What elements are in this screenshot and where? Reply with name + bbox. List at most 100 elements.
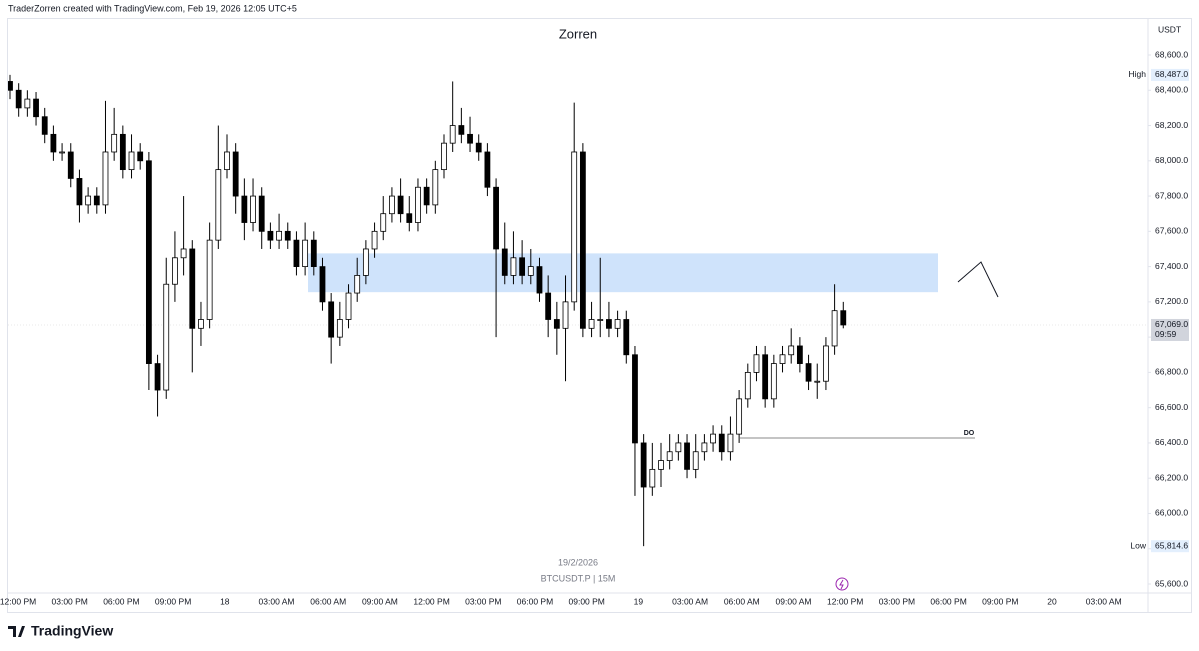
candle-body — [527, 266, 534, 276]
candle-body — [345, 292, 352, 320]
y-tick-label: 66,200.0 — [1155, 472, 1188, 482]
candle-body — [606, 319, 612, 329]
y-tick-label: 68,600.0 — [1155, 49, 1188, 59]
candle-body — [770, 363, 777, 400]
candle-body — [658, 460, 664, 470]
candle-body — [380, 213, 387, 232]
x-tick-label: 19 — [634, 596, 644, 606]
y-tick-label: 67,600.0 — [1155, 226, 1188, 236]
plot-area — [8, 74, 1148, 547]
candle-body — [389, 195, 395, 215]
candle-body — [718, 433, 725, 453]
x-tick-label: 03:00 PM — [465, 596, 501, 606]
candle-body — [597, 319, 604, 321]
candle-body — [710, 433, 716, 444]
date-label: 19/2/2026 — [558, 557, 598, 567]
path-drawing — [957, 261, 999, 298]
high-marker-value: 68,487.0 — [1155, 69, 1188, 79]
candle-body — [172, 257, 178, 285]
candle-body — [336, 319, 343, 338]
x-tick-label: 03:00 PM — [879, 596, 915, 606]
candle-body — [510, 257, 517, 276]
candle-body — [831, 310, 838, 347]
x-tick-label: 03:00 AM — [672, 596, 708, 606]
candle-body — [701, 442, 708, 453]
x-tick-label: 06:00 AM — [724, 596, 760, 606]
x-tick-label: 09:00 PM — [569, 596, 605, 606]
candle-body — [519, 257, 526, 276]
candle-body — [423, 186, 430, 206]
candle-body — [198, 319, 204, 329]
frame — [7, 18, 1192, 613]
candle-body — [276, 230, 282, 241]
chart-title: Zorren — [559, 26, 597, 41]
x-tick-label: 12:00 PM — [413, 596, 449, 606]
candle-body — [467, 133, 473, 144]
candle-body — [8, 81, 13, 91]
candle-body — [744, 371, 751, 400]
x-tick-label: 03:00 PM — [52, 596, 88, 606]
candle-body — [354, 275, 361, 294]
candle-body — [267, 230, 274, 241]
x-tick-label: 06:00 PM — [930, 596, 966, 606]
y-tick-label: 68,400.0 — [1155, 85, 1188, 95]
candle-body — [293, 239, 300, 267]
low-marker-value: 65,814.6 — [1155, 540, 1188, 550]
candle-body — [362, 248, 369, 276]
candle-body — [553, 319, 560, 329]
x-tick-label: 12:00 PM — [0, 596, 36, 606]
candle-body — [779, 354, 786, 364]
candle-body — [805, 363, 812, 382]
last-price-bg — [1151, 318, 1189, 341]
candle-body — [788, 345, 795, 356]
candle-body — [571, 151, 578, 303]
candle-body — [458, 125, 465, 135]
candle-body — [111, 133, 118, 153]
candle-body — [50, 133, 57, 153]
last-price-countdown: 09:59 — [1155, 329, 1177, 339]
candle-body — [85, 195, 92, 206]
currency: USDT — [1158, 24, 1181, 34]
candle-body — [163, 283, 170, 391]
candle-body — [241, 195, 248, 223]
y-tick-label: 68,000.0 — [1155, 155, 1188, 165]
candle-body — [250, 195, 256, 223]
candle-body — [762, 354, 769, 400]
x-tick-label: 12:00 PM — [827, 596, 863, 606]
header: TraderZorren created with TradingView.co… — [8, 3, 297, 13]
y-tick-label: 66,600.0 — [1155, 402, 1188, 412]
candle-body — [475, 142, 482, 153]
y-tick-label: 66,400.0 — [1155, 437, 1188, 447]
candle-body — [796, 345, 803, 364]
candle-body — [67, 151, 74, 179]
candle-body — [189, 248, 196, 329]
candle-body — [649, 468, 656, 488]
y-tick-label: 67,400.0 — [1155, 261, 1188, 271]
candle-body — [59, 151, 65, 154]
candle-body — [545, 292, 552, 320]
candle-body — [102, 151, 109, 206]
candle-body — [224, 151, 230, 171]
x-tick-label: 09:00 AM — [776, 596, 812, 606]
candle-body — [24, 98, 31, 109]
event-icon[interactable] — [835, 577, 849, 591]
candle-body — [753, 354, 760, 373]
candle-body — [579, 151, 586, 329]
candle-body — [840, 310, 847, 326]
candle-body — [632, 354, 638, 444]
low-marker-bg — [1151, 540, 1189, 553]
candle-body — [137, 151, 144, 162]
candle-body — [684, 442, 690, 470]
candle-body — [614, 319, 621, 329]
y-tick-label: 66,800.0 — [1155, 367, 1188, 377]
candle-body — [215, 169, 222, 241]
x-tick-label: 18 — [220, 596, 230, 606]
y-tick-label: 67,800.0 — [1155, 190, 1188, 200]
y-tick-label: 66,000.0 — [1155, 508, 1188, 518]
candle-body — [119, 133, 126, 171]
candle-body — [727, 433, 734, 453]
candle-body — [328, 301, 335, 338]
candle-body — [823, 345, 829, 382]
